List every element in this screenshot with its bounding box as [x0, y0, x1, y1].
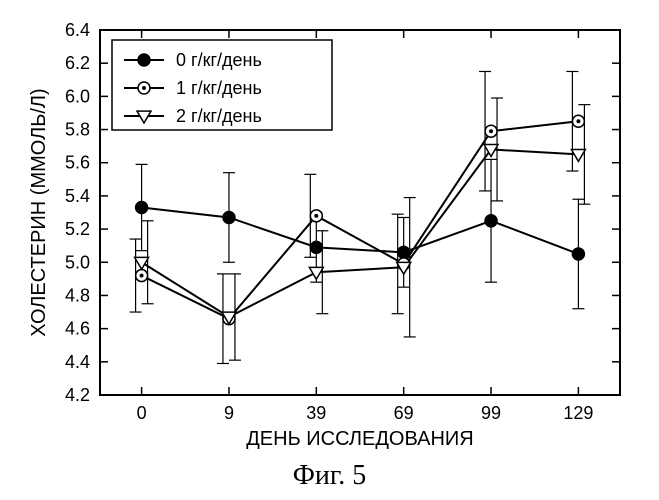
- svg-text:1 г/кг/день: 1 г/кг/день: [176, 78, 262, 98]
- svg-text:5.2: 5.2: [65, 219, 90, 239]
- chart-container: 4.2 4.4 4.6 4.8 5.0 5.2 5.4 5.6 5.8 6.0 6.2 6.4 0 9 39…: [0, 0, 659, 500]
- svg-text:5.8: 5.8: [65, 120, 90, 140]
- line-chart: 4.2 4.4 4.6 4.8 5.0 5.2 5.4 5.6 5.8 6.0 6.2 6.4 0 9 39…: [0, 0, 659, 500]
- svg-text:4.6: 4.6: [65, 319, 90, 339]
- svg-text:0: 0: [137, 403, 147, 423]
- svg-text:4.2: 4.2: [65, 385, 90, 405]
- svg-text:4.4: 4.4: [65, 352, 90, 372]
- svg-text:4.8: 4.8: [65, 285, 90, 305]
- svg-text:5.0: 5.0: [65, 252, 90, 272]
- svg-text:69: 69: [394, 403, 414, 423]
- svg-text:5.6: 5.6: [65, 153, 90, 173]
- svg-text:6.4: 6.4: [65, 20, 90, 40]
- svg-text:6.2: 6.2: [65, 53, 90, 73]
- svg-text:2 г/кг/день: 2 г/кг/день: [176, 106, 262, 126]
- svg-text:0 г/кг/день: 0 г/кг/день: [176, 50, 262, 70]
- svg-text:ХОЛЕСТЕРИН (ММОЛЬ/Л): ХОЛЕСТЕРИН (ММОЛЬ/Л): [28, 88, 50, 336]
- svg-text:99: 99: [481, 403, 501, 423]
- svg-text:6.0: 6.0: [65, 86, 90, 106]
- svg-text:5.4: 5.4: [65, 186, 90, 206]
- svg-text:ДЕНЬ ИССЛЕДОВАНИЯ: ДЕНЬ ИССЛЕДОВАНИЯ: [246, 428, 473, 450]
- svg-text:129: 129: [563, 403, 593, 423]
- svg-text:39: 39: [306, 403, 326, 423]
- svg-text:9: 9: [224, 403, 234, 423]
- figure-caption: Фиг. 5: [0, 460, 659, 492]
